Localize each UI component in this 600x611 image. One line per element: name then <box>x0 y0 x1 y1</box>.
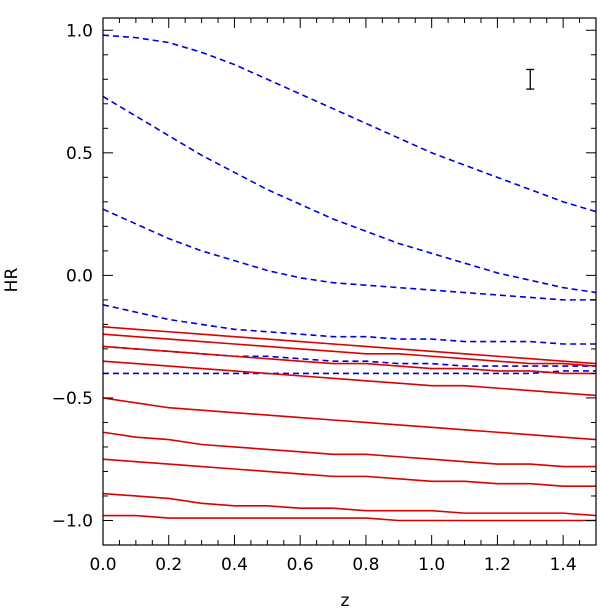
x-tick-label: 0.6 <box>287 555 314 575</box>
plot-area <box>102 34 597 522</box>
x-tick-label: 0.2 <box>155 555 182 575</box>
y-tick-label: 1.0 <box>66 21 93 41</box>
series-line-9 <box>102 345 596 375</box>
y-axis-title: HR <box>2 268 22 293</box>
series-line-14 <box>102 492 597 517</box>
series-line-8 <box>102 333 597 367</box>
series-line-11 <box>102 397 597 441</box>
y-tick-label: 0.0 <box>66 266 93 286</box>
y-tick-label: −1.0 <box>52 511 93 531</box>
series-line-4 <box>102 304 596 345</box>
series-line-15 <box>103 514 596 522</box>
series-line-12 <box>102 431 596 468</box>
x-tick-label: 0.8 <box>352 555 379 575</box>
x-tick-label: 1.2 <box>484 555 511 575</box>
series-line-10 <box>102 360 597 397</box>
x-tick-label: 0.0 <box>89 555 116 575</box>
series-line-13 <box>102 458 596 487</box>
series-line-7 <box>102 326 597 365</box>
plot-frame <box>102 17 597 546</box>
series-line-1 <box>102 34 597 213</box>
x-tick-label: 1.4 <box>550 555 577 575</box>
axes: 0.0 0.2 0.4 0.6 0.8 1.0 1.2 1.4 1.0 0.5 0.0 −0.5 −1.… <box>52 17 597 575</box>
series-line-6 <box>103 370 596 375</box>
y-tick-label: 0.5 <box>66 144 93 164</box>
x-tick-label: 1.0 <box>418 555 445 575</box>
series-line-2 <box>102 95 597 294</box>
x-tick-label: 0.4 <box>221 555 248 575</box>
series-line-3 <box>102 208 596 301</box>
y-tick-label: −0.5 <box>52 389 93 409</box>
x-axis-title: z <box>341 591 350 611</box>
error-bar <box>526 68 535 90</box>
